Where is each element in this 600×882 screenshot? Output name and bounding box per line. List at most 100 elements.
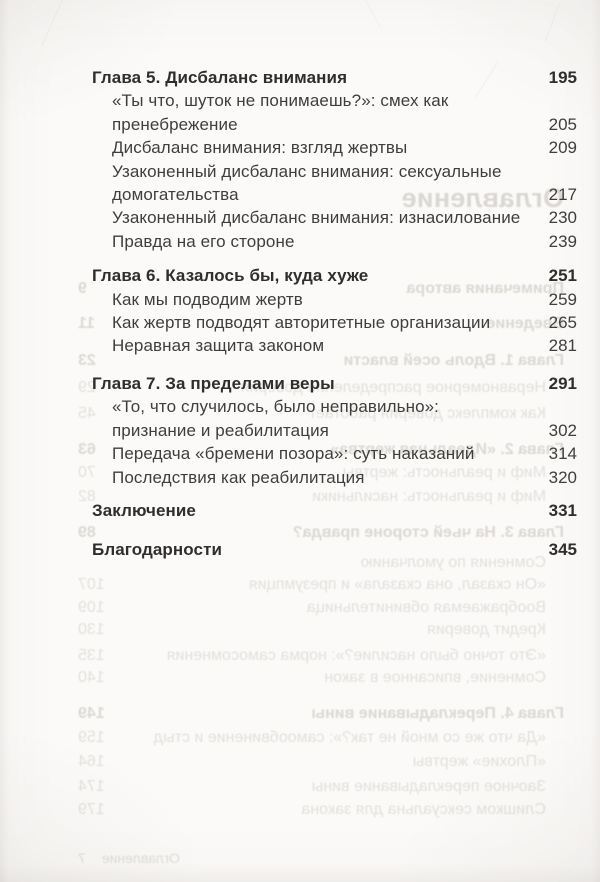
toc-entry-line: Узаконенный дисбаланс внимания: изнасило… (112, 208, 521, 228)
bleed-entry-text: Слишком сексуальна для закона (301, 801, 546, 818)
toc-entry: «То, что случилось, было неправильно»: пр… (92, 395, 577, 442)
toc-entry-page-number: 259 (548, 289, 577, 309)
toc-entry-page-number: 209 (548, 138, 577, 158)
bleed-entry-text: Кредит доверия (427, 621, 546, 638)
toc-entry-line: пренебрежение (112, 114, 238, 134)
toc-chapter-row: Благодарности 345 (92, 538, 577, 561)
toc-entry-text: Правда на его стороне (92, 230, 295, 253)
toc-entry-line: Передача «бремени позора»: суть наказани… (112, 444, 475, 464)
toc-entry: Передача «бремени позора»: суть наказани… (92, 442, 577, 465)
bleed-entry-page-number: 159 (78, 729, 105, 746)
toc-section: Глава 6. Казалось бы, куда хуже 251 Как мы… (92, 264, 577, 358)
toc-entry-line: Правда на его стороне (112, 231, 295, 251)
toc-entry-text: Передача «бремени позора»: суть наказани… (92, 442, 474, 465)
toc-entry-line: домогательства (112, 185, 239, 205)
paper-crease (41, 0, 64, 47)
toc-entry: Узаконенный дисбаланс внимания: сексуаль… (92, 160, 577, 207)
toc-entry-page-number: 239 (548, 231, 577, 251)
toc-entry: Правда на его стороне 239 (92, 230, 577, 253)
toc-entry-line: Как мы подводим жертв (112, 289, 303, 309)
toc-entry-line: Узаконенный дисбаланс внимания: сексуаль… (112, 161, 502, 181)
bleed-toc-entry: Сомнение, вписанное в закон 140 (78, 668, 546, 687)
toc-chapter-page-number: 345 (548, 540, 577, 560)
toc-entry-text: «Ты что, шуток не понимаешь?»: смех как п… (92, 89, 448, 136)
bleed-entry-page-number: 135 (78, 647, 105, 664)
toc-entry-text: Узаконенный дисбаланс внимания: сексуаль… (92, 160, 502, 207)
toc-entry-line: «Ты что, шуток не понимаешь?»: смех как (112, 91, 449, 111)
toc-entry-page-number: 230 (548, 208, 577, 228)
toc-chapter-page-number: 291 (548, 373, 577, 393)
toc-entry-page-number: 217 (548, 185, 577, 205)
bleed-entry-page-number: 149 (78, 705, 105, 722)
toc-entry: Неравная защита законом 281 (92, 334, 577, 357)
toc-entry-page-number: 205 (548, 114, 577, 134)
bleed-entry-page-number: 140 (78, 669, 105, 686)
toc-chapter-row: Глава 5. Дисбаланс внимания 195 (92, 66, 577, 89)
bleed-footer-page-number: 7 (78, 850, 86, 866)
bleed-entry-text: Сомнение, вписанное в закон (324, 669, 546, 686)
toc-entry: Дисбаланс внимания: взгляд жертвы 209 (92, 136, 577, 159)
bleed-footer-label: Оглавление (101, 850, 180, 866)
bleed-entry-page-number: 179 (78, 801, 105, 818)
toc-entry-text: Дисбаланс внимания: взгляд жертвы (92, 136, 407, 159)
toc-section: Глава 7. За пределами веры 291 «То, что сл… (92, 372, 577, 489)
toc-entry: Узаконенный дисбаланс внимания: изнасило… (92, 206, 577, 229)
toc-entry-page-number: 320 (548, 467, 577, 487)
bleed-toc-entry: Слишком сексуальна для закона 179 (78, 800, 546, 819)
toc-chapter-page-number: 331 (548, 500, 577, 520)
toc-entry-page-number: 302 (548, 420, 577, 440)
toc-entry-line: «То, что случилось, было неправильно»: (112, 397, 440, 417)
toc-entry-page-number: 314 (548, 444, 577, 464)
bleed-entry-text: «Плохие» жертвы (412, 753, 546, 770)
bleed-entry-page-number: 164 (78, 753, 105, 770)
toc-entry-page-number: 281 (548, 336, 577, 356)
bleed-entry-page-number: 130 (78, 621, 105, 638)
bleed-toc-entry: «Это точно было насилие?»: норма самосом… (78, 646, 546, 665)
toc-entry: Как жертв подводят авторитетные организа… (92, 311, 577, 334)
toc-entry-line: Дисбаланс внимания: взгляд жертвы (112, 138, 408, 158)
toc-chapter-title: Глава 5. Дисбаланс внимания (92, 68, 348, 87)
toc-entry-text: «То, что случилось, было неправильно»: пр… (92, 395, 439, 442)
bleed-toc-entry: «Плохие» жертвы 164 (78, 752, 546, 771)
bleed-entry-page-number: 109 (78, 599, 105, 616)
bleed-entry-text: «Он сказал, она сказала» и презумпция (248, 576, 546, 593)
toc-entry-line: признание и реабилитация (112, 420, 329, 440)
toc-entry-text: Как жертв подводят авторитетные организа… (92, 311, 490, 334)
bleed-entry-page-number: 9 (78, 280, 87, 297)
bleed-entry-text: «Да что же со мной не так?»: самообвинен… (153, 729, 546, 746)
bleed-entry-text: Глава 4. Перекладывание вины (311, 705, 564, 722)
toc-chapter-title: Глава 6. Казалось бы, куда хуже (92, 266, 369, 286)
bleed-entry-page-number: 107 (78, 576, 105, 593)
toc-chapter-title: Заключение (92, 500, 196, 520)
toc-entry-line: Как жертв подводят авторитетные организа… (112, 313, 491, 333)
toc-section: Глава 5. Дисбаланс внимания 195 «Ты что, ш… (92, 66, 577, 253)
bleed-toc-entry: Воображаемая обвинительница 109 (78, 598, 546, 617)
bleed-entry-text: Заочное перекладывание вины (311, 778, 546, 795)
bleed-page-footer: Оглавление 7 (78, 850, 180, 866)
toc-entry: Как мы подводим жертв 259 (92, 288, 577, 311)
toc-entry-line: Неравная защита законом (112, 336, 325, 356)
toc-entry: «Ты что, шуток не понимаешь?»: смех как п… (92, 89, 577, 136)
toc-entry-text: Узаконенный дисбаланс внимания: изнасило… (92, 206, 520, 229)
paper-crease (545, 3, 560, 41)
toc-entry-line: Последствия как реабилитация (112, 467, 365, 487)
toc-chapter-page-number: 195 (548, 68, 577, 87)
table-of-contents: Глава 5. Дисбаланс внимания 195 «Ты что, ш… (92, 66, 577, 562)
toc-section: Заключение 331 (92, 499, 577, 522)
bleed-entry-text: Воображаемая обвинительница (306, 599, 546, 616)
toc-chapter-title: Благодарности (92, 540, 223, 560)
toc-entry-text: Как мы подводим жертв (92, 288, 303, 311)
toc-entry: Последствия как реабилитация 320 (92, 466, 577, 489)
toc-entry-page-number: 265 (548, 313, 577, 333)
bleed-toc-entry: «Он сказал, она сказала» и презумпция 107 (78, 575, 546, 594)
toc-section: Благодарности 345 (92, 538, 577, 561)
bleed-toc-entry: Глава 4. Перекладывание вины 149 (78, 704, 564, 723)
paper-crease (364, 0, 382, 29)
toc-entry-text: Неравная защита законом (92, 334, 324, 357)
bleed-toc-entry: Кредит доверия 130 (78, 620, 546, 639)
bleed-entry-page-number: 174 (78, 778, 105, 795)
toc-chapter-page-number: 251 (548, 266, 577, 286)
bleed-toc-entry: «Да что же со мной не так?»: самообвинен… (78, 728, 546, 747)
bleed-toc-entry: Заочное перекладывание вины 174 (78, 777, 546, 796)
